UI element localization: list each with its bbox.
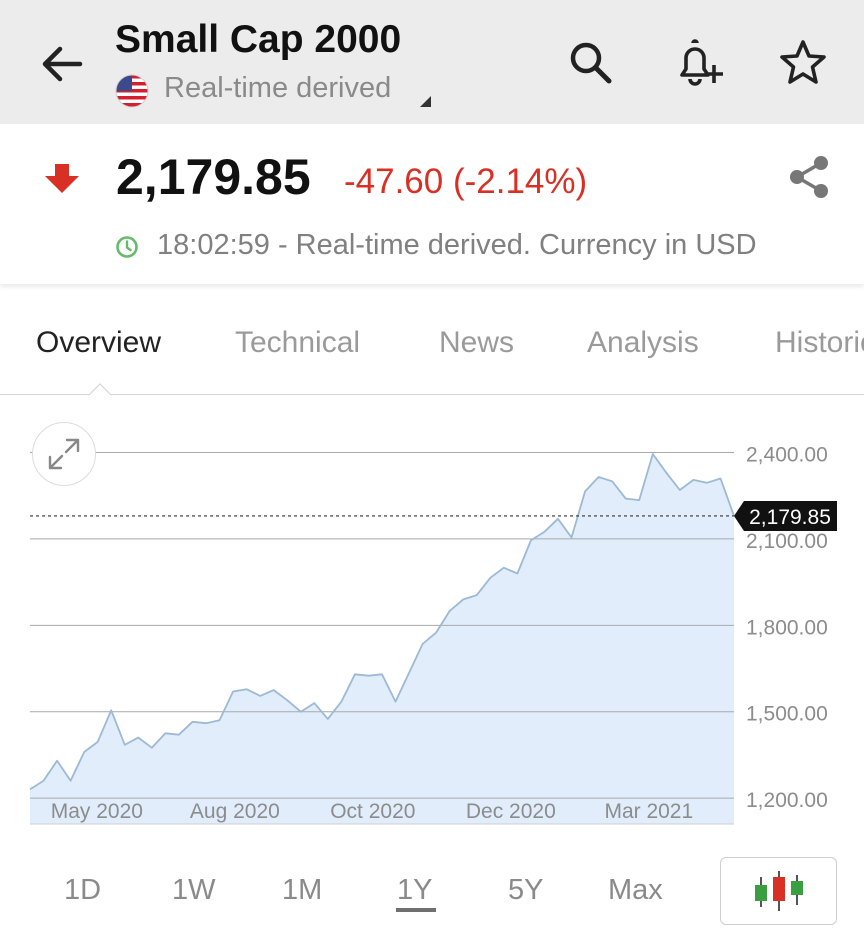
tab-news[interactable]: News	[439, 326, 515, 359]
tab-analysis[interactable]: Analysis	[587, 326, 699, 359]
back-arrow-icon	[42, 46, 83, 82]
search-button[interactable]	[564, 36, 618, 90]
x-tick-label: May 2020	[51, 800, 143, 823]
expand-chart-button[interactable]	[32, 422, 96, 486]
app-bar: Small Cap 2000 Real-time derived	[0, 0, 864, 124]
tab-overview[interactable]: Overview	[36, 326, 162, 359]
y-tick-label: 1,200.00	[746, 789, 828, 812]
last-price: 2,179.85	[116, 149, 311, 205]
x-tick-label: Mar 2021	[604, 800, 693, 823]
range-1y[interactable]: 1Y	[397, 874, 433, 906]
back-button[interactable]	[36, 38, 88, 90]
search-icon	[570, 42, 612, 84]
last-value-label: 2,179.85	[749, 506, 831, 529]
active-range-underline	[396, 908, 436, 912]
range-1d[interactable]: 1D	[64, 874, 102, 906]
timestamp-text: 18:02:59 - Real-time derived. Currency i…	[157, 229, 757, 261]
last-value-tag	[734, 500, 837, 531]
quote-panel: 2,179.85 -47.60 (-2.14%) 18:02:59 - Real…	[0, 124, 864, 284]
y-tick-label: 2,400.00	[746, 444, 828, 467]
tab-technical[interactable]: Technical	[235, 326, 361, 359]
active-tab-pointer	[89, 383, 111, 395]
range-5y[interactable]: 5Y	[508, 874, 544, 906]
page-title: Small Cap 2000	[115, 18, 402, 61]
add-alert-button[interactable]	[672, 36, 726, 90]
range-selector: 1D 1W 1M 1Y 5Y Max	[0, 856, 864, 936]
expand-icon	[48, 438, 80, 470]
y-tick-label: 1,800.00	[746, 616, 828, 639]
tab-bar: Overview Technical News Analysis Histori…	[0, 292, 864, 396]
x-tick-label: Oct 2020	[330, 800, 415, 823]
tab-historical[interactable]: Historical	[775, 326, 864, 359]
down-arrow-icon	[45, 164, 79, 193]
price-chart[interactable]: 2,400.00 2,100.00 1,800.00 1,500.00 1,200.00…	[0, 396, 864, 836]
favorite-button[interactable]	[776, 36, 830, 90]
star-icon	[780, 40, 826, 84]
range-1w[interactable]: 1W	[172, 874, 216, 906]
dropdown-caret-icon[interactable]	[420, 96, 431, 107]
range-max[interactable]: Max	[608, 874, 663, 906]
y-tick-label: 1,500.00	[746, 703, 828, 726]
x-tick-label: Dec 2020	[466, 800, 556, 823]
range-1m[interactable]: 1M	[282, 874, 323, 906]
series-area	[30, 454, 734, 824]
us-flag-icon	[115, 74, 149, 108]
add-alert-bell-icon	[680, 39, 723, 86]
clock-icon	[116, 236, 138, 258]
candlestick-toggle-button[interactable]	[720, 857, 837, 925]
x-tick-label: Aug 2020	[190, 800, 280, 823]
share-button[interactable]	[784, 152, 834, 202]
price-change: -47.60 (-2.14%)	[344, 162, 588, 201]
tab-divider	[0, 394, 864, 395]
share-icon	[790, 156, 828, 198]
y-tick-label: 2,100.00	[746, 530, 828, 553]
subtitle[interactable]: Real-time derived	[164, 72, 392, 104]
candlestick-icon	[754, 871, 803, 911]
series-line	[29, 453, 735, 791]
